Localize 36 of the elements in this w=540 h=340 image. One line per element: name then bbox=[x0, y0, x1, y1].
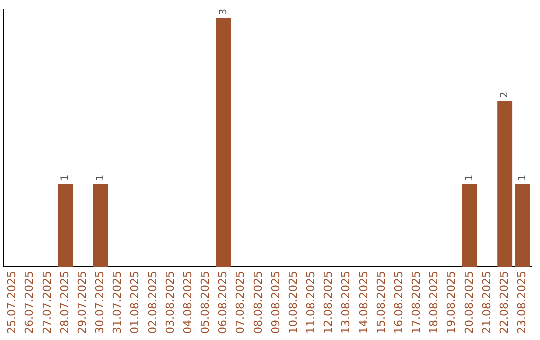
x-tick-label: 19.08.2025 bbox=[445, 271, 458, 334]
x-tick-label: 10.08.2025 bbox=[286, 271, 300, 334]
data-label: 1 bbox=[60, 174, 72, 182]
data-label: 1 bbox=[95, 174, 106, 182]
x-tick-label: 09.08.2025 bbox=[269, 271, 282, 334]
x-tick-label: 25.07.2025 bbox=[6, 271, 19, 334]
data-label: 3 bbox=[218, 8, 230, 16]
x-tick-label: 14.08.2025 bbox=[357, 271, 370, 334]
data-label: 2 bbox=[500, 92, 511, 98]
x-tick-label: 08.08.2025 bbox=[252, 271, 265, 334]
data-label: 1 bbox=[517, 174, 528, 182]
x-tick-label: 06.08.2025 bbox=[216, 271, 230, 334]
x-tick-label: 28.07.2025 bbox=[58, 271, 72, 334]
x-tick-label: 02.08.2025 bbox=[146, 271, 160, 334]
x-tick-label: 05.08.2025 bbox=[199, 271, 212, 334]
x-tick-label: 18.08.2025 bbox=[428, 271, 441, 334]
x-tick-label: 29.07.2025 bbox=[76, 271, 89, 334]
x-tick-label: 15.08.2025 bbox=[374, 271, 388, 334]
x-tick-label: 01.08.2025 bbox=[128, 271, 142, 334]
x-tick-label: 13.08.2025 bbox=[340, 271, 353, 334]
x-tick-label: 23.08.2025 bbox=[516, 271, 529, 334]
x-tick-label: 03.08.2025 bbox=[164, 271, 177, 334]
x-tick-label: 31.07.2025 bbox=[111, 271, 124, 334]
x-tick-label: 21.08.2025 bbox=[480, 271, 494, 334]
x-tick-label: 20.08.2025 bbox=[462, 271, 476, 334]
x-tick-label: 04.08.2025 bbox=[181, 271, 194, 334]
x-tick-label: 27.07.2025 bbox=[40, 271, 54, 334]
x-tick-label: 16.08.2025 bbox=[392, 271, 406, 334]
x-tick-label: 17.08.2025 bbox=[410, 271, 424, 334]
x-tick-label: 11.08.2025 bbox=[304, 271, 318, 334]
x-tick-label: 12.08.2025 bbox=[322, 271, 336, 334]
x-tick-label: 30.07.2025 bbox=[94, 271, 107, 334]
x-tick-label: 26.07.2025 bbox=[23, 271, 36, 334]
x-tick-label: 22.08.2025 bbox=[498, 271, 511, 334]
x-tick-label: 07.08.2025 bbox=[234, 271, 248, 334]
data-label: 1 bbox=[464, 174, 476, 182]
